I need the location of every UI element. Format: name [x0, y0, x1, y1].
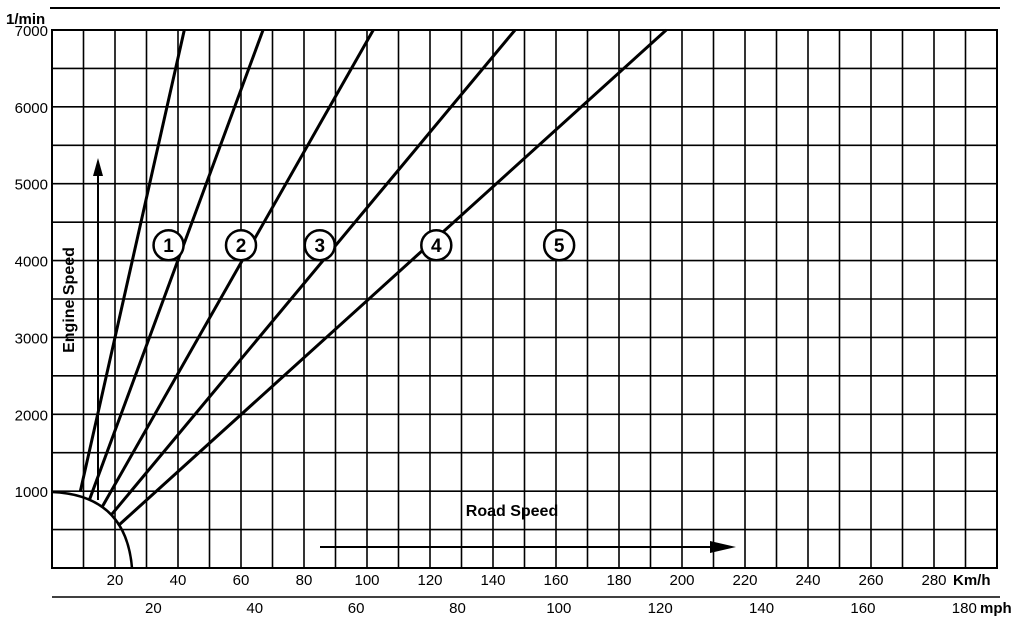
gear-3-marker: [303, 228, 336, 262]
y-tick-label: 4000: [15, 254, 48, 271]
gear-3-line: [101, 29, 375, 508]
plot-frame: [51, 29, 1000, 598]
gear-3-label: 3: [314, 236, 325, 257]
x2-tick-label: 60: [348, 600, 365, 617]
y-tick-label: 7000: [15, 23, 48, 40]
y-tick-label: 1000: [15, 484, 48, 501]
gear-2-label: 2: [236, 236, 247, 257]
gear-5-label: 5: [554, 236, 565, 257]
x-tick-label: 160: [543, 572, 568, 589]
gear-lines: [78, 28, 668, 527]
x2-tick-label: 40: [246, 600, 263, 617]
x2-tick-label: 120: [648, 600, 673, 617]
x2-tick-labels: 20 40 60 80 100 120 140 160 180: [145, 600, 977, 617]
x-tick-label: 220: [732, 572, 757, 589]
x-axis-title: Road Speed: [466, 503, 558, 520]
gear-1-marker: [152, 228, 185, 262]
x-tick-labels: 20 40 60 80 100 120 140 160 180 200 220 240 260 280: [107, 572, 947, 589]
x2-tick-label: 180: [952, 600, 977, 617]
gear-labels: 1 2 3 4 5: [152, 228, 576, 262]
x2-tick-label: 100: [546, 600, 571, 617]
x-tick-label: 280: [921, 572, 946, 589]
x2-tick-label: 20: [145, 600, 162, 617]
x-tick-label: 80: [296, 572, 313, 589]
x-tick-label: 240: [795, 572, 820, 589]
y-unit-label: 1/min: [6, 11, 45, 28]
gear-4-label: 4: [431, 236, 442, 257]
y-tick-label: 2000: [15, 407, 48, 424]
x-tick-label: 100: [354, 572, 379, 589]
x-tick-label: 120: [417, 572, 442, 589]
x2-unit-label: mph: [980, 600, 1012, 617]
y-tick-labels: 1000 2000 3000 4000 5000 6000 7000: [15, 23, 48, 501]
x2-tick-label: 140: [749, 600, 774, 617]
x2-tick-label: 160: [850, 600, 875, 617]
y-axis-title: Engine Speed: [61, 247, 78, 353]
gear-5-marker: [542, 228, 576, 262]
x-tick-label: 180: [606, 572, 631, 589]
decor: [51, 158, 736, 569]
y-tick-label: 6000: [15, 100, 48, 117]
gear-5-line: [117, 28, 668, 527]
x-tick-label: 40: [170, 572, 187, 589]
x-tick-label: 20: [107, 572, 124, 589]
y-tick-label: 5000: [15, 177, 48, 194]
y-tick-label: 3000: [15, 330, 48, 347]
x-tick-label: 60: [233, 572, 250, 589]
gear-4-line: [110, 29, 517, 516]
x-tick-label: 140: [480, 572, 505, 589]
gear-2-marker: [224, 228, 258, 262]
engine-speed-arrowhead: [93, 158, 103, 176]
x-unit-label: Km/h: [953, 572, 991, 589]
x2-tick-label: 80: [449, 600, 466, 617]
gear-4-marker: [420, 228, 453, 262]
gear-2-line: [88, 29, 265, 500]
gear-1-label: 1: [163, 236, 174, 257]
plot-border: [51, 29, 998, 569]
x-tick-label: 260: [858, 572, 883, 589]
road-speed-arrowhead: [710, 541, 736, 553]
grid: [52, 30, 997, 568]
idle-arc: [51, 490, 134, 569]
x-tick-label: 200: [669, 572, 694, 589]
